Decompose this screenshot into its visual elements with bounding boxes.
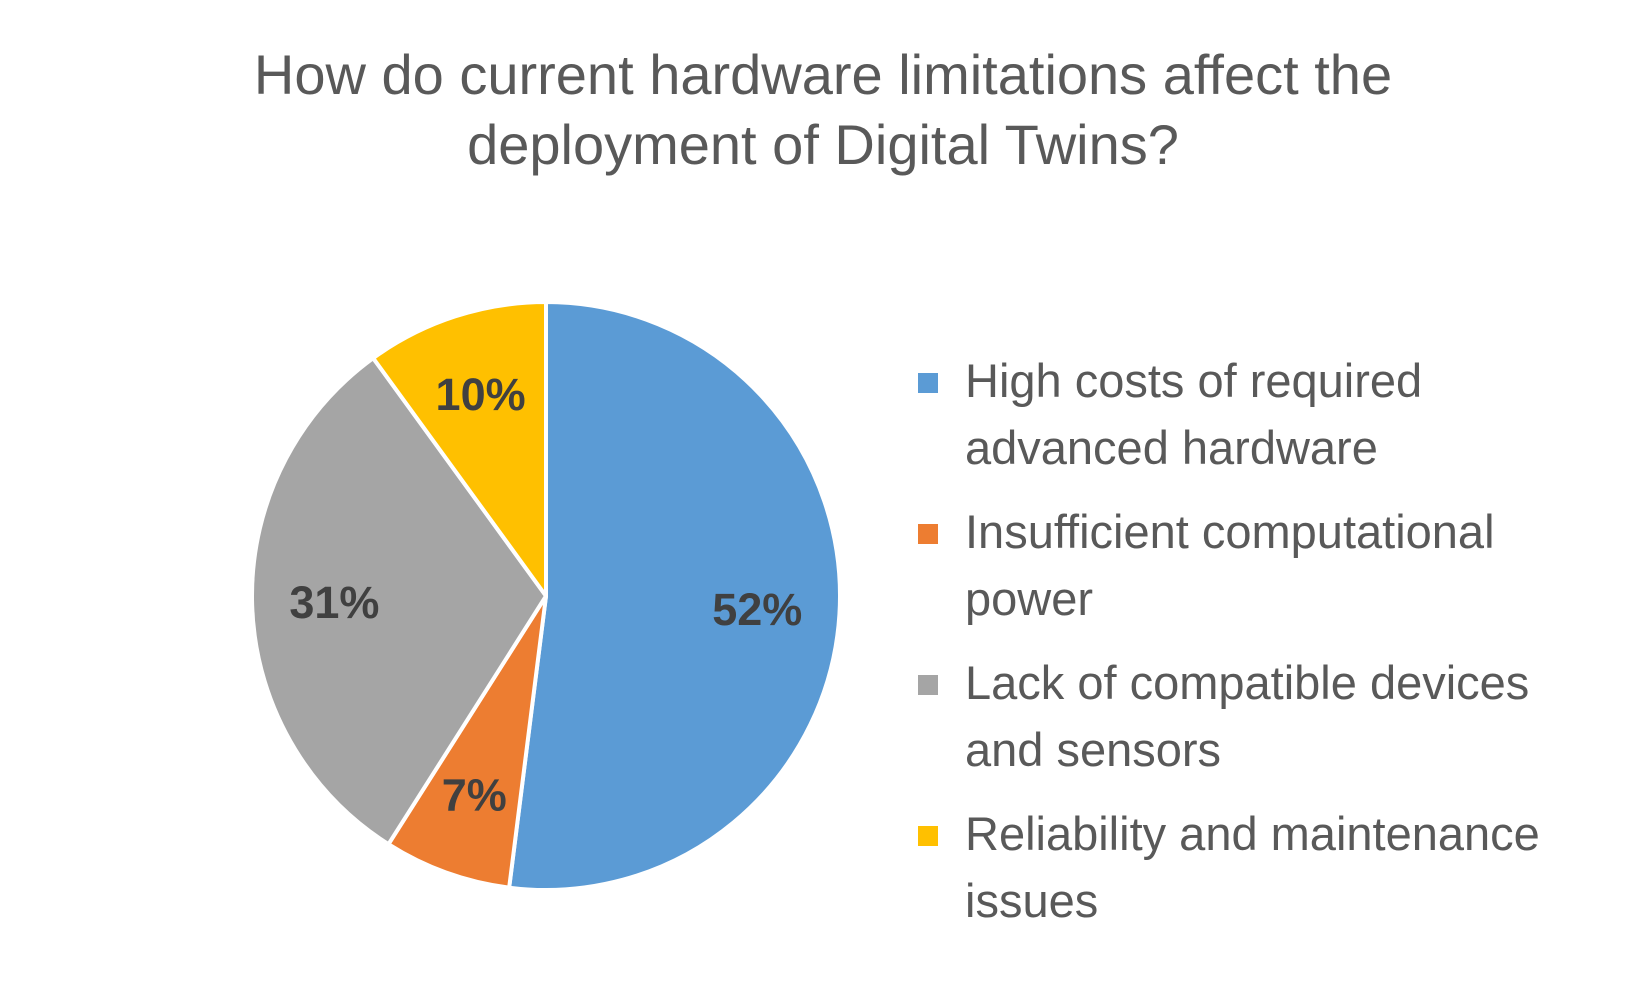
chart-title-line-2: deployment of Digital Twins?	[467, 113, 1179, 176]
legend-swatch-reliability	[918, 826, 938, 846]
pie-slice-insufficient-power	[386, 594, 548, 890]
pie-slice-reliability	[371, 300, 548, 598]
pie-slice-lack-devices	[250, 356, 548, 847]
chart-title: How do current hardware limitations affe…	[0, 40, 1646, 180]
chart-title-line-1: How do current hardware limitations affe…	[253, 43, 1393, 106]
legend-label-lack-devices: Lack of compatible devices and sensors	[965, 656, 1530, 776]
data-label-insufficient-power: 7%	[442, 770, 507, 821]
legend-item-insufficient-power: Insufficient computational power	[918, 498, 1638, 632]
legend-item-lack-devices: Lack of compatible devices and sensors	[918, 649, 1638, 783]
legend-label-high-costs: High costs of required advanced hardware	[965, 354, 1423, 474]
legend-item-high-costs: High costs of required advanced hardware	[918, 347, 1638, 481]
legend-item-reliability: Reliability and maintenance issues	[918, 800, 1638, 934]
pie-slice-high-costs	[507, 300, 842, 892]
data-label-high-costs: 52%	[712, 584, 802, 635]
legend-label-insufficient-power: Insufficient computational power	[965, 505, 1495, 625]
data-label-reliability: 10%	[436, 369, 526, 420]
legend-label-reliability: Reliability and maintenance issues	[965, 807, 1540, 927]
legend-swatch-insufficient-power	[918, 524, 938, 544]
legend: High costs of required advanced hardware…	[918, 347, 1638, 951]
data-label-lack-devices: 31%	[289, 577, 379, 628]
legend-swatch-lack-devices	[918, 675, 938, 695]
legend-swatch-high-costs	[918, 373, 938, 393]
